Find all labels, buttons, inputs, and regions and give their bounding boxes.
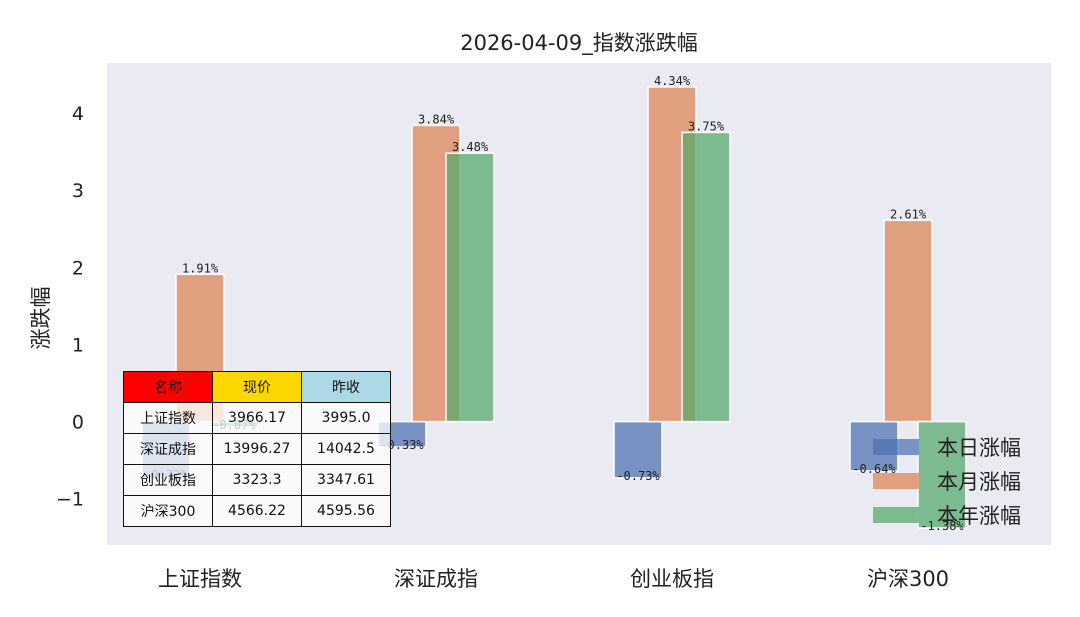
bar [917, 420, 967, 529]
table-cell: 深证成指 [123, 433, 213, 465]
bar-value-label: 3.75% [688, 119, 725, 133]
legend-label: 本日涨幅 [937, 436, 1021, 460]
bar [883, 219, 933, 423]
chart-title: 2026-04-09_指数涨跌幅 [460, 31, 698, 56]
x-category-label: 上证指数 [158, 567, 242, 591]
bar-value-label: 3.48% [452, 140, 489, 154]
bar-value-label: -1.38% [920, 519, 964, 533]
table-cell: 14042.5 [301, 433, 391, 465]
table-cell: 3323.3 [212, 464, 302, 496]
y-tick-label: −1 [56, 489, 84, 511]
table-cell: 3995.0 [301, 402, 391, 434]
bar-value-label: 4.34% [654, 74, 691, 88]
x-category-label: 创业板指 [630, 567, 714, 591]
bar [613, 420, 663, 479]
y-tick-label: 0 [72, 412, 84, 434]
x-category-label: 深证成指 [394, 567, 478, 591]
x-category-label: 沪深300 [867, 567, 949, 591]
index-quote-table: 名称 现价 昨收 上证指数 3966.17 3995.0 深证成指 13996.… [123, 371, 391, 527]
table-header-prev-close: 昨收 [301, 371, 391, 403]
y-tick-label: 4 [72, 103, 84, 125]
bar-value-label: -0.64% [852, 462, 896, 476]
table-header-name: 名称 [123, 371, 213, 403]
table-header-price: 现价 [212, 371, 302, 403]
table-cell: 4595.56 [301, 495, 391, 527]
table-row: 沪深300 4566.22 4595.56 [123, 495, 391, 527]
legend-label: 本月涨幅 [937, 470, 1021, 494]
legend-swatch [873, 473, 919, 489]
table-header-row: 名称 现价 昨收 [123, 371, 391, 403]
table-cell: 上证指数 [123, 402, 213, 434]
bar-value-label: 1.91% [182, 261, 219, 275]
bar-value-label: 2.61% [890, 207, 927, 221]
y-tick-label: 1 [72, 334, 84, 356]
table-cell: 3347.61 [301, 464, 391, 496]
y-tick-label: 2 [72, 257, 84, 279]
y-axis-label: 涨跌幅 [29, 287, 53, 350]
table-row: 上证指数 3966.17 3995.0 [123, 402, 391, 434]
bar [681, 131, 731, 423]
legend-swatch [873, 439, 919, 455]
table-row: 创业板指 3323.3 3347.61 [123, 464, 391, 496]
bar-value-label: -0.33% [380, 438, 424, 452]
table-cell: 沪深300 [123, 495, 213, 527]
bar-value-label: -0.73% [616, 469, 660, 483]
legend-label: 本年涨幅 [937, 504, 1021, 528]
bar-value-label: 3.84% [418, 112, 455, 126]
table-cell: 13996.27 [212, 433, 302, 465]
bar [445, 152, 495, 423]
table-cell: 创业板指 [123, 464, 213, 496]
y-tick-label: 3 [72, 180, 84, 202]
table-cell: 3966.17 [212, 402, 302, 434]
table-cell: 4566.22 [212, 495, 302, 527]
legend-swatch [873, 507, 919, 523]
table-row: 深证成指 13996.27 14042.5 [123, 433, 391, 465]
